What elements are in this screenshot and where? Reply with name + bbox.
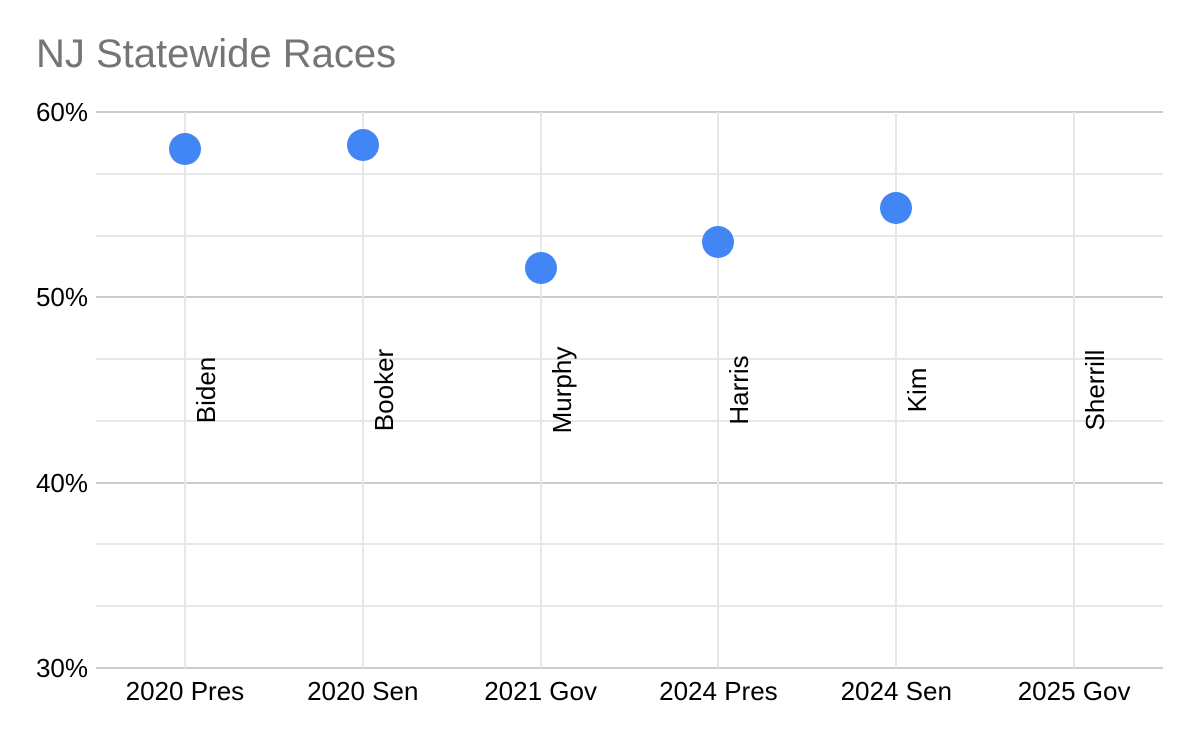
v-gridline [1073,112,1076,668]
h-gridline-major [96,296,1163,299]
h-gridline-minor [96,358,1163,361]
x-axis-category-label: 2021 Gov [484,676,597,706]
data-point-biden[interactable] [168,133,201,166]
point-label-kim: Kim [902,367,933,413]
h-gridline-minor [96,172,1163,175]
v-gridline [539,112,542,668]
y-axis-tick-label: 50% [35,282,88,313]
v-gridline [183,112,186,668]
point-label-booker: Booker [368,348,399,432]
data-point-harris[interactable] [702,225,735,258]
h-gridline-minor [96,543,1163,546]
data-point-kim[interactable] [880,192,913,225]
x-axis-category-label: 2024 Sen [840,676,952,706]
h-gridline-minor [96,234,1163,237]
plot-area [96,111,1163,669]
point-label-murphy: Murphy [546,346,577,434]
y-axis-tick-label: 60% [35,97,88,127]
data-point-booker[interactable] [346,129,379,162]
point-label-sherrill: Sherrill [1080,349,1111,431]
v-gridline [895,112,898,668]
point-label-biden: Biden [190,356,221,424]
data-point-murphy[interactable] [524,251,557,284]
x-axis-category-label: 2020 Sen [307,676,419,706]
y-axis-tick-label: 30% [35,653,88,683]
x-axis-category-label: 2020 Pres [125,676,245,706]
y-axis-tick-label: 40% [35,467,88,498]
x-axis-category-label: 2025 Gov [1017,676,1131,706]
v-gridline [361,112,364,668]
h-gridline-minor [96,605,1163,608]
h-gridline-major [96,667,1163,669]
h-gridline-minor [96,419,1163,422]
x-axis-category-label: 2024 Pres [659,676,778,706]
chart-title: NJ Statewide Races [36,32,397,76]
v-gridline [717,112,720,668]
point-label-harris: Harris [724,355,755,425]
h-gridline-major [96,111,1163,113]
h-gridline-major [96,481,1163,484]
